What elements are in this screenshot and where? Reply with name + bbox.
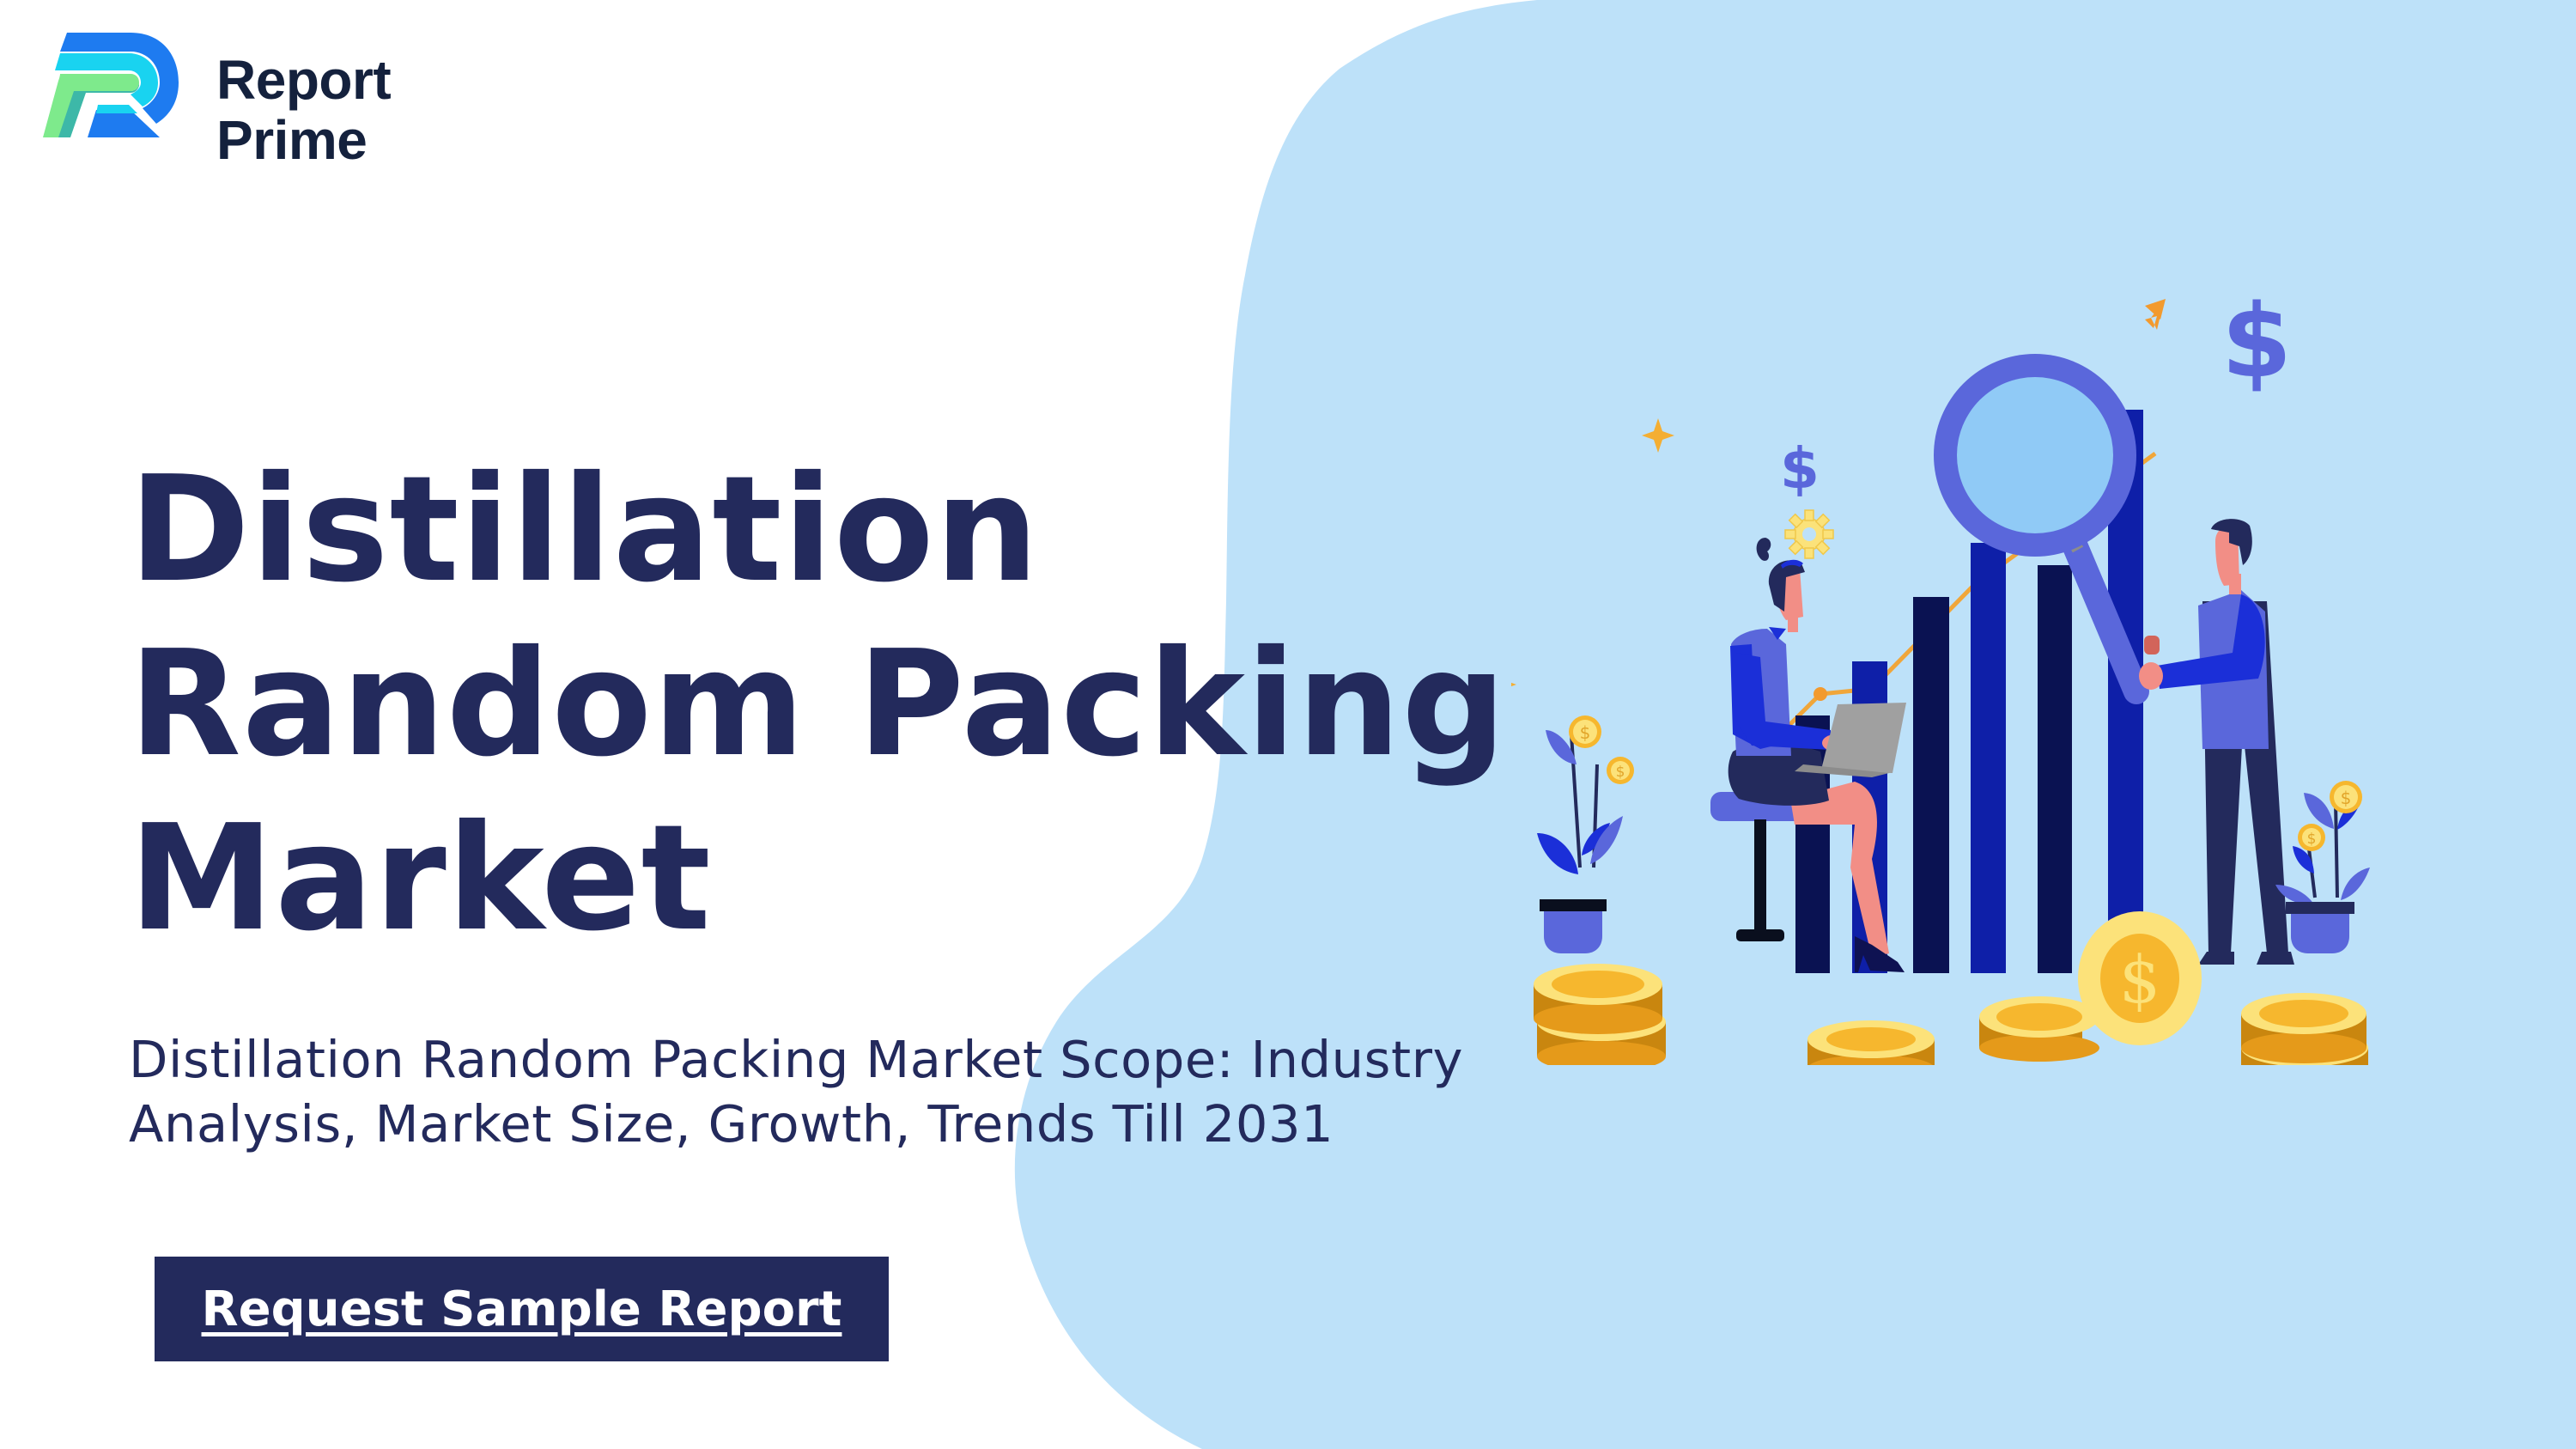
dollar-sign-icon: $ [2221,282,2292,400]
money-plant-icon: $ $ [1537,715,1634,953]
title-line-2: Random Packing [129,619,1508,789]
subtitle-line-2: Analysis, Market Size, Growth, Trends Ti… [129,1094,1334,1154]
brand-logo[interactable]: Report Prime [34,31,429,170]
coin-stack-icon [2241,993,2368,1065]
man-with-magnifier [2139,519,2294,965]
svg-text:$: $ [2341,788,2352,808]
woman-with-laptop [1710,538,1906,972]
sparkle-icon [1511,682,1516,687]
coin-stack-icon [1807,1020,1935,1065]
money-plant-icon: $ $ [2275,781,2370,953]
svg-text:$: $ [2119,941,2160,1018]
brand-name: Report Prime [216,49,392,171]
svg-text:$: $ [1580,722,1591,743]
dollar-coin-icon: $ [2078,911,2202,1045]
magnifying-glass-icon [1934,354,2149,704]
business-analytics-illustration: $ $ [1511,282,2370,1065]
sparkle-icon [1642,418,1674,453]
brand-name-line1: Report [216,49,392,111]
request-sample-report-button[interactable]: Request Sample Report [155,1257,889,1361]
dollar-sign-icon: $ [1780,435,1820,502]
gear-icon [1784,509,1834,559]
coin-stack-icon [1979,996,2099,1062]
title-line-3: Market [129,794,712,964]
page-title: Distillation Random Packing Market [129,443,1507,966]
coin-stack-icon [1534,964,1666,1065]
svg-text:$: $ [1616,764,1625,781]
subtitle-line-1: Distillation Random Packing Market Scope… [129,1030,1464,1089]
svg-text:$: $ [2307,831,2317,848]
page-subtitle: Distillation Random Packing Market Scope… [129,1027,1589,1156]
brand-name-line2: Prime [216,109,368,171]
report-prime-logo-icon [43,33,179,137]
title-line-1: Distillation [129,445,1040,615]
